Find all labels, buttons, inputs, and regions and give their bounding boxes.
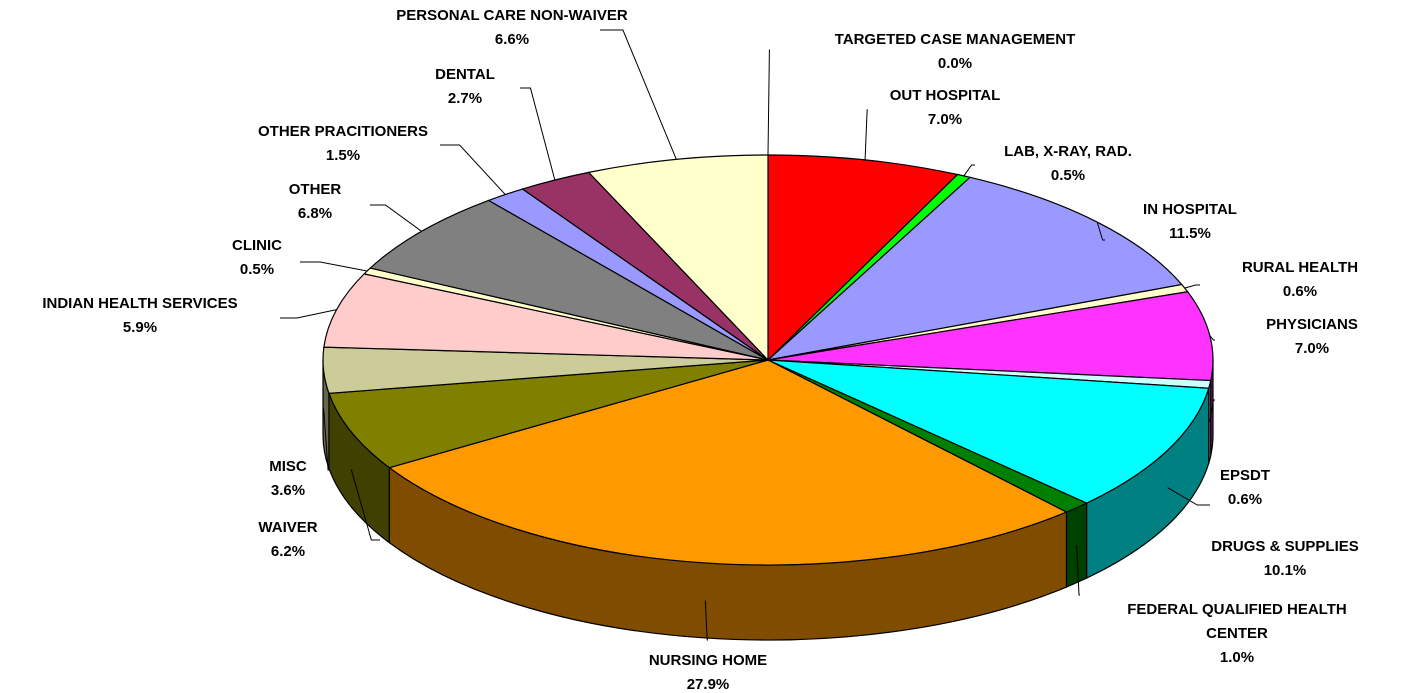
data-label-name: IN HOSPITAL — [1143, 201, 1237, 218]
data-label-value: 6.2% — [271, 543, 305, 560]
leader-line — [864, 109, 868, 160]
data-label-name: OTHER — [289, 181, 342, 198]
label-line: FEDERAL QUALIFIED HEALTH — [1127, 601, 1346, 618]
data-label-name: FEDERAL QUALIFIED HEALTH CENTER — [1127, 601, 1346, 642]
label-line: CENTER — [1206, 625, 1268, 642]
data-label-value: 0.5% — [240, 261, 274, 278]
data-label-name: DRUGS & SUPPLIES — [1211, 538, 1359, 555]
leader-line — [1184, 284, 1200, 289]
data-label-value: 10.1% — [1264, 562, 1307, 579]
data-label-value: 7.0% — [1295, 340, 1329, 357]
data-label-value: 7.0% — [928, 111, 962, 128]
data-label-name: DENTAL — [435, 66, 495, 83]
leader-line — [1076, 545, 1080, 596]
data-label-value: 0.6% — [1283, 283, 1317, 300]
leader-line — [1209, 399, 1215, 422]
data-label-name: LAB, X-RAY, RAD. — [1004, 143, 1132, 160]
leader-line — [280, 309, 337, 319]
data-label-value: 2.7% — [448, 90, 482, 107]
data-label-name: PERSONAL CARE NON-WAIVER — [396, 7, 628, 24]
leader-line — [440, 144, 506, 195]
slice — [368, 199, 769, 361]
leader-line — [1209, 335, 1215, 341]
leader-line — [300, 261, 368, 272]
slice — [328, 359, 769, 469]
data-label-value: 0.6% — [1228, 491, 1262, 508]
data-label-value: 1.0% — [1220, 649, 1254, 666]
slice — [767, 359, 1210, 504]
leader-line — [520, 87, 556, 181]
slice — [767, 291, 1214, 382]
leader-line — [1096, 221, 1105, 241]
data-label-name: OTHER PRACITIONERS — [258, 123, 428, 140]
slice — [587, 154, 769, 362]
data-label-value: 27.9% — [687, 676, 730, 693]
data-label-value: 1.5% — [326, 147, 360, 164]
data-label-name: CLINIC — [232, 237, 282, 254]
leader-line — [963, 164, 975, 177]
data-label-value: 5.9% — [123, 319, 157, 336]
slice — [387, 359, 1068, 566]
data-label-name: RURAL HEALTH — [1242, 259, 1358, 276]
data-label-value: 11.5% — [1169, 225, 1211, 242]
leader-line — [323, 407, 330, 471]
data-label-value: 0.0% — [938, 55, 972, 72]
data-label-value: 3.6% — [271, 482, 305, 499]
data-label-name: NURSING HOME — [649, 652, 767, 669]
data-label-name: MISC — [269, 458, 307, 475]
slice-side — [1065, 502, 1088, 588]
data-label-name: EPSDT — [1220, 467, 1270, 484]
data-label-name: OUT HOSPITAL — [890, 87, 1001, 104]
data-label-name: TARGETED CASE MANAGEMENT — [835, 31, 1076, 48]
data-label-name: INDIAN HEALTH SERVICES — [42, 295, 237, 312]
leader-line — [370, 204, 422, 232]
data-label-name: WAIVER — [258, 519, 317, 536]
leader-line — [1167, 487, 1210, 506]
data-label-value: 6.8% — [298, 205, 332, 222]
leader-line — [600, 29, 677, 160]
leader-line — [704, 600, 708, 641]
leader-line — [350, 469, 380, 541]
data-label-value: 0.5% — [1051, 167, 1085, 184]
leader-line — [767, 49, 770, 156]
data-label-name: PHYSICIANS — [1266, 316, 1358, 333]
data-label-value: 6.6% — [495, 31, 529, 48]
